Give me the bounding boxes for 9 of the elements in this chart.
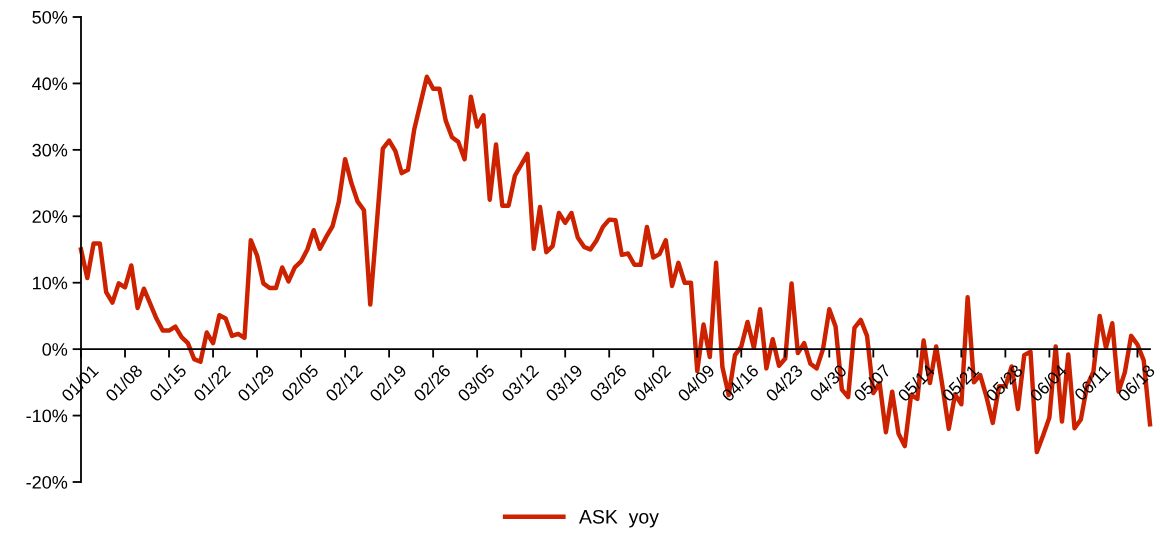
y-tick-label: 50% [32,10,68,24]
legend-label: ASK yoy [579,509,659,528]
y-tick-label: -20% [26,475,68,489]
y-tick-label: 30% [32,143,68,157]
y-tick-label: 0% [42,343,68,356]
y-tick-label: 10% [33,276,68,290]
y-tick-label: 20% [32,210,68,224]
y-tick-label: -10% [26,409,68,423]
y-tick-label: 40% [32,77,68,91]
